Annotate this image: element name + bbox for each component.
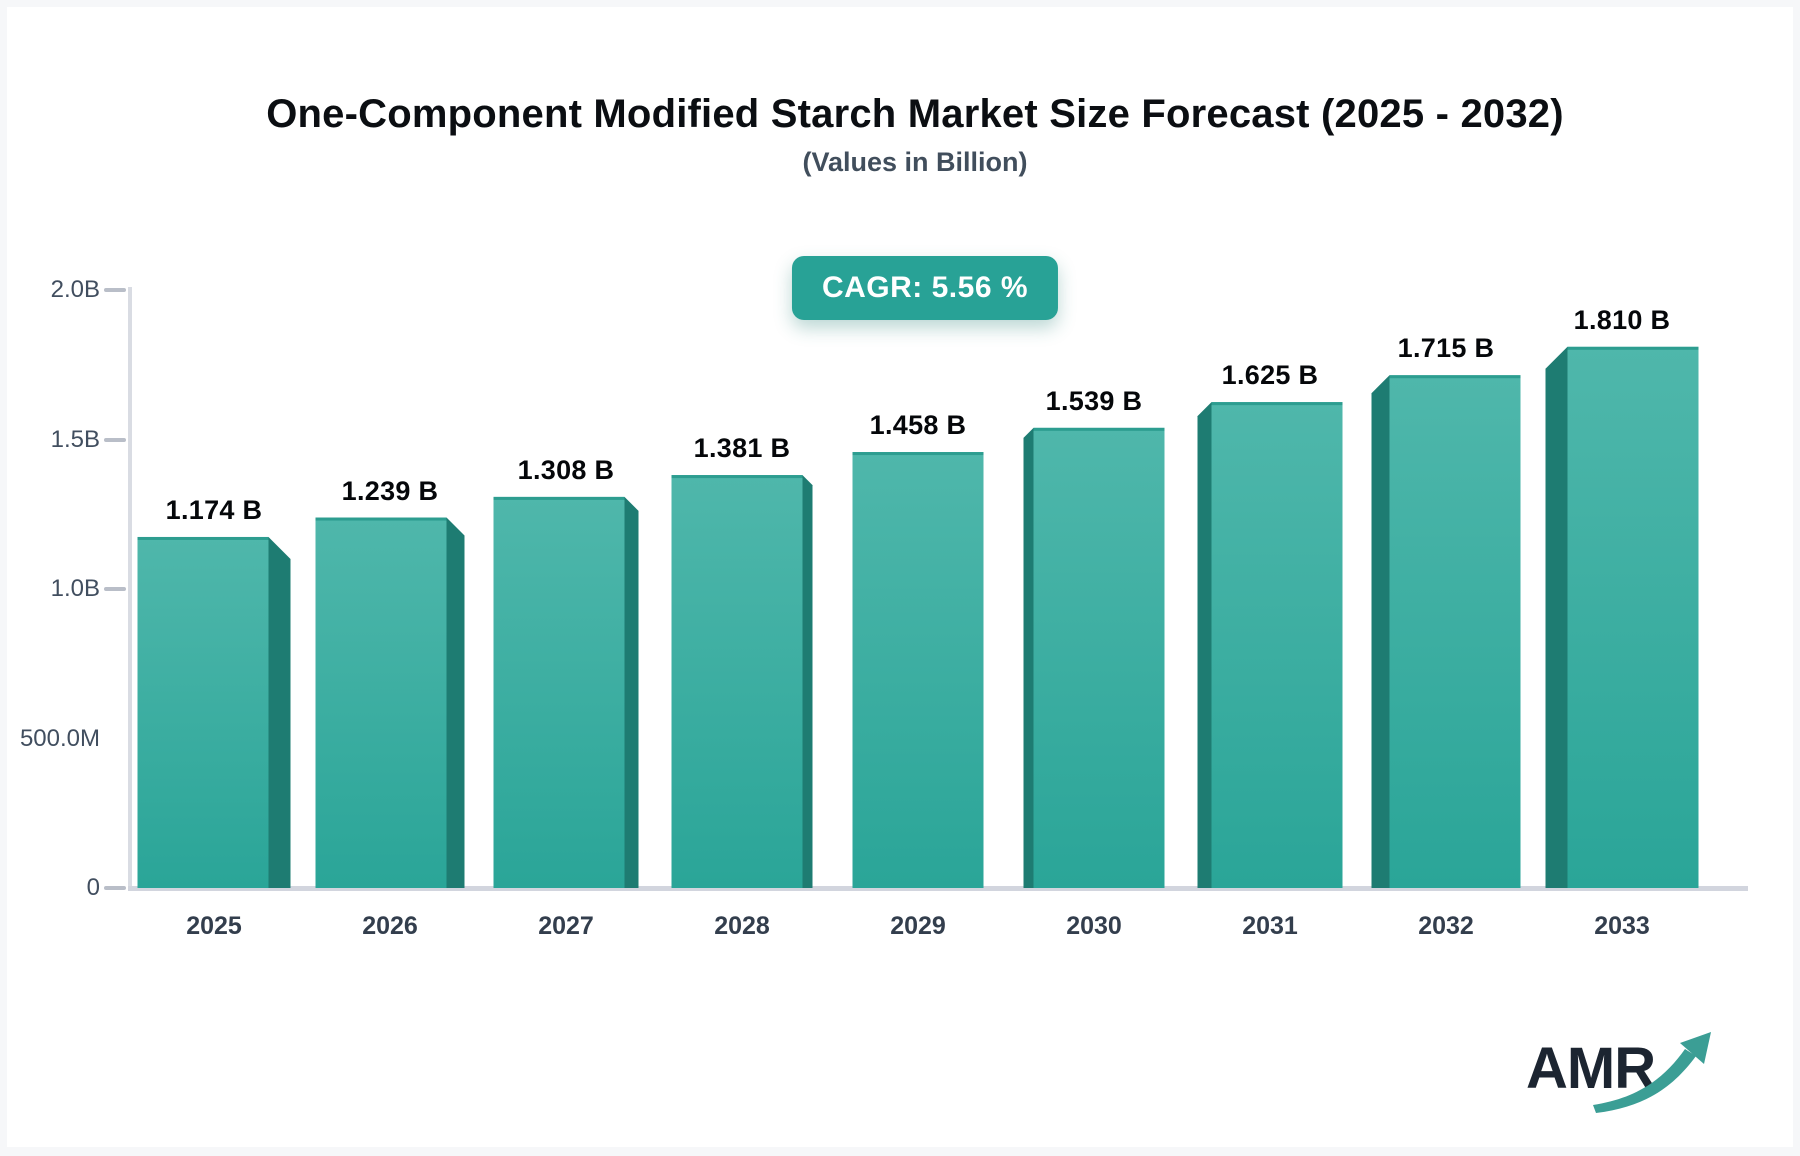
bar-side-face [1545,346,1568,888]
bar-top-edge [493,496,625,500]
bar-2033 [1545,346,1699,888]
x-axis-label-2030: 2030 [1066,912,1122,940]
bar-2031 [1197,402,1343,888]
bar-2027 [493,496,639,888]
bar-2029 [852,452,984,888]
bar-2032 [1371,375,1521,889]
bar-top-edge [1033,427,1165,431]
bar-value-label-2031: 1.625 B [1221,360,1319,391]
y-axis-label-1.0B: 1.0B [50,575,100,602]
y-axis-line [128,287,132,889]
y-axis-tick [104,288,126,292]
chart-subtitle: (Values in Billion) [802,147,1028,177]
bar-side-face [1023,427,1034,888]
bar-side-face [268,536,291,888]
bar-front-face [1211,402,1343,888]
bar-value-label-2033: 1.810 B [1573,304,1671,335]
bar-side-face [1371,375,1390,889]
x-axis-label-2026: 2026 [362,912,418,940]
x-axis-label-2033: 2033 [1594,912,1650,940]
x-axis-label-2029: 2029 [890,912,946,940]
bar-value-label-2029: 1.458 B [869,410,967,441]
bar-2028 [671,475,813,888]
bar-side-face [802,475,813,888]
bar-value-label-2026: 1.239 B [341,475,439,506]
y-axis-label-1.5B: 1.5B [50,425,100,453]
bar-top-edge [137,536,269,540]
x-axis-label-2031: 2031 [1242,912,1298,940]
bar-front-face [137,536,269,888]
x-axis-label-2028: 2028 [714,912,770,940]
x-axis-label-2032: 2032 [1418,912,1474,940]
bar-side-face [624,496,639,888]
bar-top-edge [671,475,803,479]
bar-front-face [1389,375,1521,889]
y-axis-label-0: 0 [86,874,100,901]
amr-logo-text: AMR [1526,1036,1655,1101]
cagr-badge: CAGR: 5.56 % [791,256,1059,320]
bar-front-face [1567,346,1699,888]
x-axis-line [128,886,1748,891]
bar-2026 [315,517,465,888]
bar-front-face [493,496,625,888]
bar-top-edge [1389,375,1521,379]
bar-side-face [1197,402,1212,888]
bar-top-edge [852,452,984,456]
y-axis-tick [104,437,126,442]
bar-2025 [137,536,291,888]
y-axis-tick [104,587,126,591]
growth-arrow-icon [1593,1032,1711,1113]
bar-top-edge [1211,402,1343,406]
bar-value-label-2030: 1.539 B [1045,385,1143,416]
bar-front-face [671,475,803,888]
y-axis-tick [104,886,126,890]
amr-logo: AMR [1508,1012,1748,1122]
bar-value-label-2028: 1.381 B [693,433,791,464]
x-axis-label-2027: 2027 [538,912,594,940]
cagr-badge-label: CAGR: 5.56 % [821,271,1029,304]
bar-value-label-2032: 1.715 B [1397,333,1495,364]
bar-front-face [315,517,447,888]
bar-front-face [1033,427,1165,888]
chart-title: One-Component Modified Starch Market Siz… [266,92,1564,136]
bar-top-edge [1567,346,1699,350]
bar-top-edge [315,517,447,521]
bar-value-label-2025: 1.174 B [165,494,263,525]
bar-side-face [446,517,465,888]
bar-front-face [852,452,984,888]
bar-value-label-2027: 1.308 B [517,454,615,485]
y-axis-label-500.0M: 500.0M [19,724,100,752]
bar-2030 [1023,427,1165,888]
x-axis-label-2025: 2025 [186,912,242,940]
y-axis-label-2.0B: 2.0B [50,276,100,303]
